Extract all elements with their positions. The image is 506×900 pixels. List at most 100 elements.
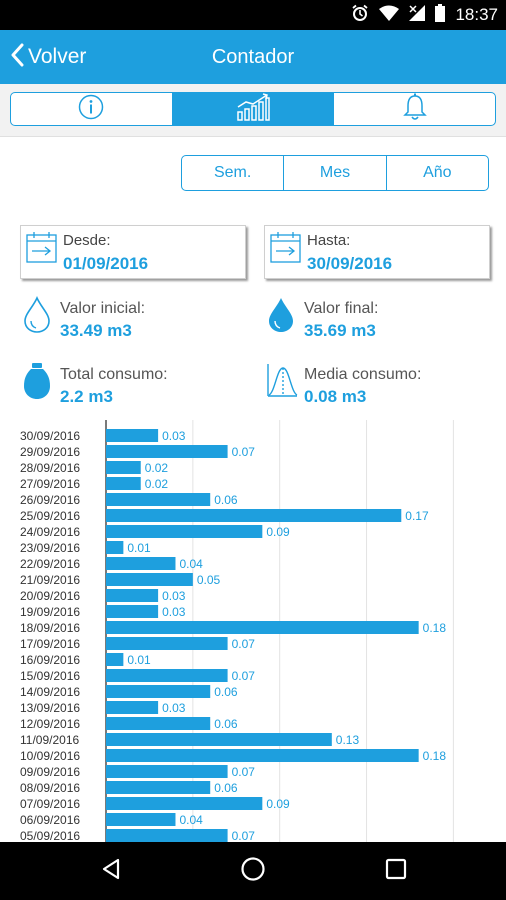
to-date-label: Hasta: <box>307 232 351 249</box>
category-label: 29/09/2016 <box>20 445 80 459</box>
info-icon <box>78 94 104 125</box>
bar <box>106 477 141 490</box>
triangle-back-icon <box>99 857 123 886</box>
bar <box>106 461 141 474</box>
stat-value: 35.69 m3 <box>304 321 376 340</box>
period-week-button[interactable]: Sem. <box>182 156 285 190</box>
water-bottle-icon <box>22 362 52 405</box>
stat-label: Media consumo: <box>304 366 422 383</box>
bar <box>106 653 124 666</box>
value-label: 0.02 <box>145 477 169 491</box>
bar <box>106 829 228 842</box>
to-date-picker[interactable]: Hasta: 30/09/2016 <box>264 225 490 279</box>
period-month-button[interactable]: Mes <box>284 156 387 190</box>
bar <box>106 685 211 698</box>
category-label: 26/09/2016 <box>20 493 80 507</box>
tab-alerts[interactable] <box>334 93 495 125</box>
value-label: 0.03 <box>162 429 186 443</box>
bar <box>106 429 159 442</box>
value-label: 0.06 <box>214 781 238 795</box>
tab-chart[interactable] <box>172 93 335 125</box>
stat-initial-value: Valor inicial: 33.49 m3 <box>22 296 252 346</box>
category-label: 28/09/2016 <box>20 461 80 475</box>
value-label: 0.03 <box>162 605 186 619</box>
category-label: 21/09/2016 <box>20 573 80 587</box>
stat-label: Total consumo: <box>60 366 168 383</box>
value-label: 0.06 <box>214 717 238 731</box>
category-label: 30/09/2016 <box>20 429 80 443</box>
category-label: 24/09/2016 <box>20 525 80 539</box>
bar <box>106 813 176 826</box>
status-bar: 18:37 <box>0 0 506 30</box>
value-label: 0.01 <box>127 541 151 555</box>
stat-final-value: Valor final: 35.69 m3 <box>266 296 496 346</box>
stat-value: 2.2 m3 <box>60 387 113 406</box>
alarm-icon <box>351 4 369 27</box>
category-label: 09/09/2016 <box>20 765 80 779</box>
bar <box>106 717 211 730</box>
tab-bar-container <box>0 84 506 137</box>
back-button[interactable]: Volver <box>10 30 86 84</box>
bar <box>106 573 193 586</box>
stat-value: 33.49 m3 <box>60 321 132 340</box>
value-label: 0.07 <box>232 765 256 779</box>
square-recents-icon <box>385 858 407 885</box>
category-label: 08/09/2016 <box>20 781 80 795</box>
bar-chart: 30/09/2016 0.03 29/09/2016 0.07 28/09/2016 0.… <box>20 420 454 842</box>
bar <box>106 733 332 746</box>
period-year-button[interactable]: Año <box>423 164 452 181</box>
bar <box>106 541 124 554</box>
category-label: 11/09/2016 <box>20 733 79 747</box>
value-label: 0.07 <box>232 637 256 651</box>
nav-recents-button[interactable] <box>379 854 413 888</box>
signal-icon <box>409 4 426 26</box>
nav-back-button[interactable] <box>94 854 128 888</box>
bar <box>106 669 228 682</box>
stat-label: Valor inicial: <box>60 300 146 317</box>
bar <box>106 493 211 506</box>
bar <box>106 621 419 634</box>
value-label: 0.18 <box>423 621 447 635</box>
value-label: 0.13 <box>336 733 360 747</box>
category-label: 22/09/2016 <box>20 557 80 571</box>
category-label: 20/09/2016 <box>20 589 80 603</box>
bar <box>106 637 228 650</box>
bar <box>106 749 419 762</box>
value-label: 0.04 <box>179 557 203 571</box>
chart-icon <box>236 93 270 125</box>
category-label: 14/09/2016 <box>20 685 80 699</box>
drop-outline-icon <box>22 296 52 339</box>
calendar-icon <box>269 230 303 269</box>
stat-label: Valor final: <box>304 300 379 317</box>
value-label: 0.17 <box>405 509 429 523</box>
back-label: Volver <box>28 45 87 68</box>
category-label: 18/09/2016 <box>20 621 80 635</box>
tab-info[interactable] <box>11 93 173 125</box>
bar <box>106 765 228 778</box>
value-label: 0.01 <box>127 653 151 667</box>
value-label: 0.03 <box>162 701 186 715</box>
value-label: 0.02 <box>145 461 169 475</box>
category-label: 06/09/2016 <box>20 813 80 827</box>
from-date-picker[interactable]: Desde: 01/09/2016 <box>20 225 246 279</box>
value-label: 0.05 <box>197 573 221 587</box>
bar <box>106 557 176 570</box>
tab-bar <box>10 92 496 126</box>
category-label: 16/09/2016 <box>20 653 80 667</box>
nav-home-button[interactable] <box>236 854 270 888</box>
bar <box>106 781 211 794</box>
bar <box>106 509 402 522</box>
calendar-icon <box>25 230 59 269</box>
stat-total-consumption: Total consumo: 2.2 m3 <box>22 362 252 412</box>
consumption-chart[interactable]: 30/09/2016 0.03 29/09/2016 0.07 28/09/2016 0.… <box>0 420 506 842</box>
category-label: 17/09/2016 <box>20 637 80 651</box>
bell-icon <box>402 93 428 125</box>
bar <box>106 589 159 602</box>
clock: 18:37 <box>455 5 498 24</box>
value-label: 0.04 <box>179 813 203 827</box>
bar <box>106 605 159 618</box>
stat-average-consumption: Media consumo: 0.08 m3 <box>266 362 496 412</box>
category-label: 15/09/2016 <box>20 669 80 683</box>
bar <box>106 445 228 458</box>
app-bar: Volver Contador <box>0 30 506 84</box>
